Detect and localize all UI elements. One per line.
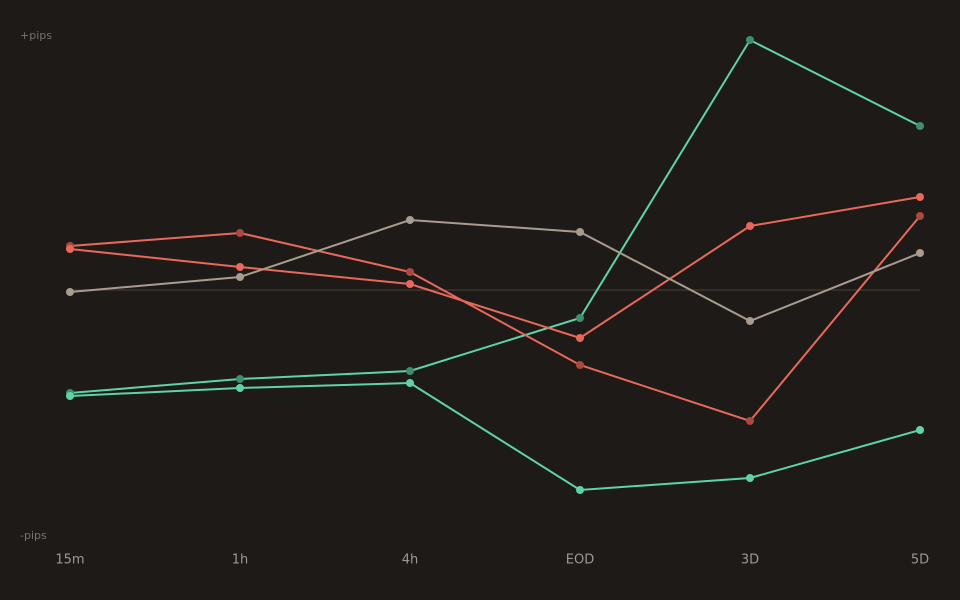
x-tick-label: 15m — [55, 553, 84, 568]
series-line — [69, 215, 921, 423]
data-point — [66, 392, 74, 400]
data-point — [406, 268, 414, 276]
data-point — [916, 122, 924, 130]
series-line — [69, 196, 921, 340]
series-line — [69, 218, 921, 323]
data-point — [746, 317, 754, 325]
data-point — [576, 228, 584, 236]
data-point — [746, 36, 754, 44]
data-point — [236, 263, 244, 271]
y-tick-label: +pips — [20, 29, 52, 42]
data-point — [236, 229, 244, 237]
data-point — [66, 245, 74, 253]
data-point — [746, 474, 754, 482]
x-tick-label: EOD — [566, 553, 594, 568]
data-point — [406, 216, 414, 224]
series-line — [69, 38, 921, 394]
data-point — [66, 288, 74, 296]
y-tick-label: -pips — [20, 529, 47, 542]
data-point — [236, 273, 244, 281]
data-point — [916, 249, 924, 257]
data-point — [746, 222, 754, 230]
data-point — [576, 486, 584, 494]
data-point — [576, 334, 584, 342]
data-point — [406, 280, 414, 288]
data-point — [406, 367, 414, 375]
data-point — [916, 212, 924, 220]
series-line — [69, 381, 921, 492]
x-tick-label: 3D — [741, 553, 759, 568]
x-tick-label: 5D — [911, 553, 929, 568]
data-point — [236, 375, 244, 383]
data-point — [406, 379, 414, 387]
data-point — [746, 417, 754, 425]
data-point — [576, 314, 584, 322]
data-point — [236, 384, 244, 392]
data-point — [916, 193, 924, 201]
data-point — [916, 426, 924, 434]
x-tick-label: 1h — [232, 553, 249, 568]
data-point — [576, 361, 584, 369]
x-tick-label: 4h — [402, 553, 419, 568]
